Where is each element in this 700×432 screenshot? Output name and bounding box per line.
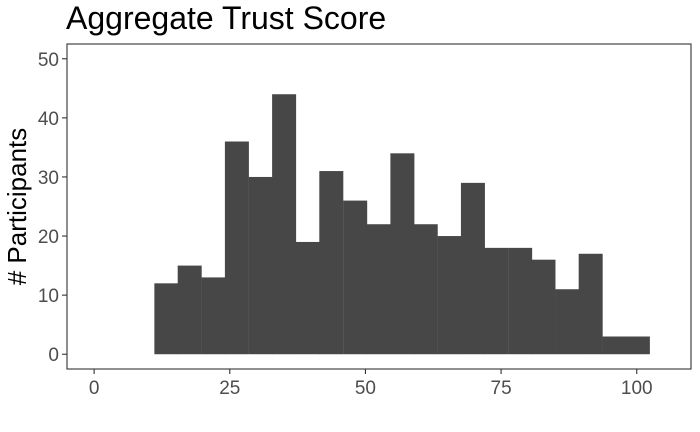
histogram-bar <box>295 241 320 355</box>
x-tick-label: 50 <box>355 378 376 399</box>
histogram-bar <box>272 94 297 355</box>
histogram-bar <box>437 236 462 355</box>
histogram-bar <box>177 265 202 355</box>
histogram-bar <box>390 153 415 355</box>
y-axis-title: # Participants <box>2 128 32 286</box>
histogram-bar <box>602 336 627 355</box>
histogram-bar <box>201 277 226 355</box>
histogram-bar <box>531 259 556 355</box>
x-tick-label: 0 <box>89 378 100 399</box>
y-axis: 0 10 20 30 40 50 <box>38 50 67 366</box>
histogram-bar <box>484 247 509 355</box>
histogram-bar <box>508 247 533 355</box>
chart-title: Aggregate Trust Score <box>66 0 387 36</box>
y-tick-label: 30 <box>38 168 59 189</box>
y-tick-label: 0 <box>48 345 59 366</box>
histogram-bar <box>343 200 368 355</box>
x-tick-label: 100 <box>621 378 653 399</box>
y-tick-label: 50 <box>38 50 59 71</box>
histogram-bar <box>224 141 249 355</box>
x-tick-label: 25 <box>219 378 240 399</box>
y-tick-label: 40 <box>38 109 59 130</box>
plot-panel-border <box>66 43 692 370</box>
histogram-bar <box>248 176 273 355</box>
x-tick-label: 75 <box>491 378 512 399</box>
histogram-bar <box>578 253 603 355</box>
histogram-bar <box>366 224 391 355</box>
histogram-bar <box>555 289 580 355</box>
histogram-bar <box>154 283 179 355</box>
histogram-bar <box>319 171 344 355</box>
histogram-bar <box>625 336 650 355</box>
histogram-bar <box>413 224 438 355</box>
x-axis: 0 25 50 75 100 <box>89 369 653 399</box>
y-tick-label: 20 <box>38 227 59 248</box>
bars-group <box>154 94 650 355</box>
histogram-bar <box>460 182 485 355</box>
y-tick-label: 10 <box>38 286 59 307</box>
